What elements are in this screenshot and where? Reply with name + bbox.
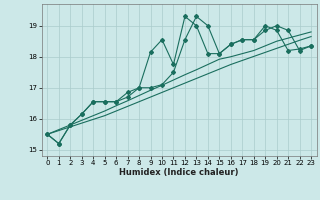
X-axis label: Humidex (Indice chaleur): Humidex (Indice chaleur) [119,168,239,177]
